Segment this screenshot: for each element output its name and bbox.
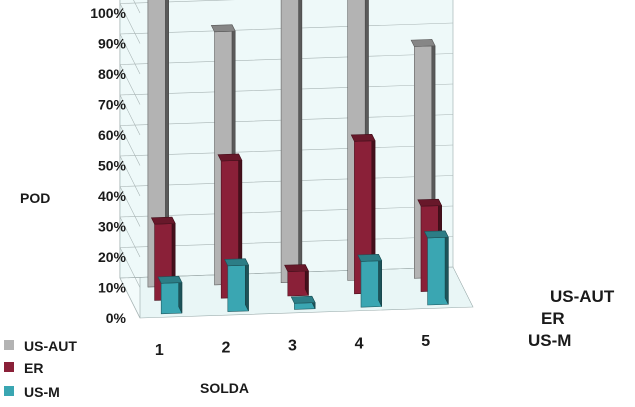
legend-label: US-AUT — [24, 338, 77, 354]
bar-us-m-4 — [357, 253, 383, 308]
legend-swatch — [4, 362, 14, 372]
chart-gridlines — [119, 0, 454, 319]
chart-legend: US-AUT ER US-M — [4, 338, 77, 400]
y-tick-label: 0% — [106, 310, 127, 326]
gridline — [119, 83, 454, 136]
gridline — [119, 53, 454, 105]
bar-us-m-3 — [290, 295, 316, 310]
legend-label: US-M — [24, 384, 60, 400]
y-tick-label: 90% — [98, 36, 127, 52]
gridline — [119, 175, 454, 227]
gridline — [119, 236, 454, 288]
chart-bars — [147, 0, 449, 315]
y-tick-label: 30% — [98, 219, 127, 235]
legend-swatch — [4, 340, 14, 350]
depth-label: US-AUT — [550, 287, 615, 306]
y-tick-label: 40% — [98, 188, 127, 204]
y-tick-label: 100% — [90, 5, 126, 21]
gridline — [119, 205, 454, 258]
legend-swatch — [4, 386, 14, 396]
bar-us-m-5 — [423, 230, 449, 306]
x-axis-label: SOLDA — [200, 380, 249, 396]
depth-axis-labels: US-AUT ER US-M — [528, 287, 615, 350]
y-axis-ticks: 0% 10% 20% 30% 40% 50% 60% 70% 80% 90% 100% — [90, 5, 126, 326]
gridline — [119, 114, 454, 166]
x-tick-label: 5 — [421, 333, 430, 350]
bar-us-aut-3 — [280, 0, 303, 284]
y-tick-label: 10% — [98, 280, 127, 296]
x-tick-label: 2 — [221, 340, 230, 357]
bar-er-3 — [284, 264, 309, 297]
y-tick-label: 50% — [98, 158, 127, 174]
y-tick-label: 20% — [98, 249, 127, 265]
x-tick-label: 4 — [355, 335, 364, 352]
legend-label: ER — [24, 360, 43, 376]
gridline — [119, 0, 236, 44]
legend-item-us-m: US-M — [4, 384, 60, 400]
bar-us-m-1 — [157, 275, 183, 315]
legend-item-er: ER — [4, 360, 43, 376]
x-tick-label: 1 — [155, 342, 164, 359]
legend-item-us-aut: US-AUT — [4, 338, 77, 354]
bar-us-m-2 — [224, 258, 249, 312]
x-tick-label: 3 — [288, 338, 297, 355]
y-axis-label: POD — [20, 190, 50, 206]
y-tick-label: 80% — [98, 66, 127, 82]
y-tick-label: 70% — [98, 97, 127, 113]
gridline — [119, 144, 454, 197]
depth-label: ER — [541, 309, 565, 328]
y-tick-label: 60% — [98, 127, 127, 143]
depth-label: US-M — [528, 331, 571, 350]
x-axis-ticks: 1 2 3 4 5 — [155, 333, 430, 359]
gridline — [119, 266, 454, 319]
gridline — [119, 22, 454, 75]
